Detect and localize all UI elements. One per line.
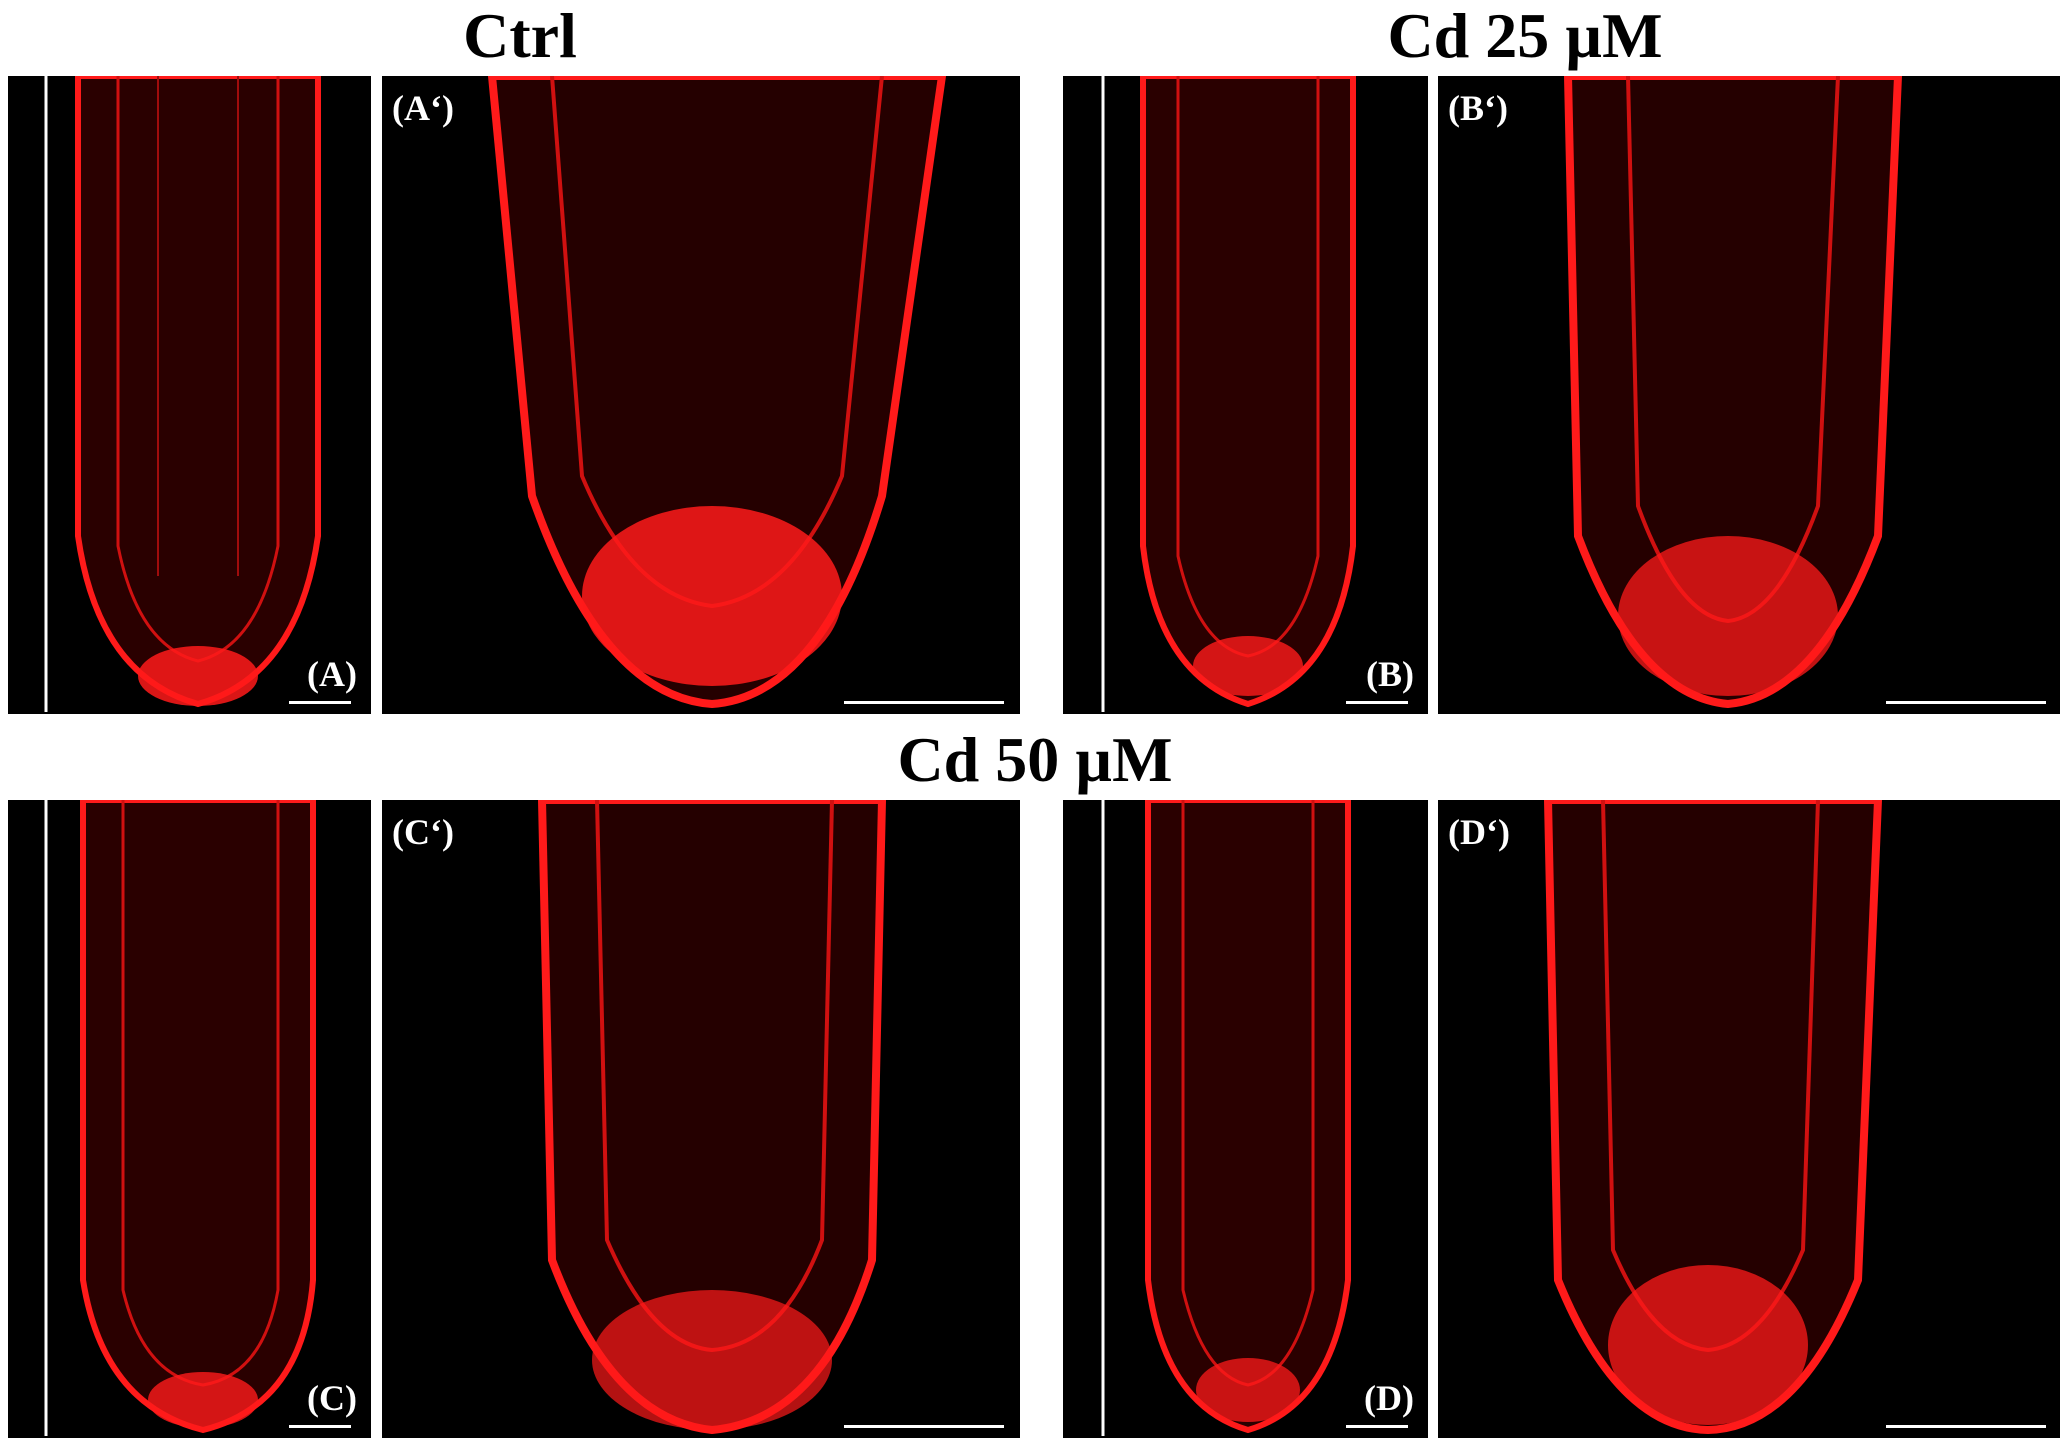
panel-a-prime: (A‘) bbox=[382, 76, 1020, 714]
panel-c: (C) bbox=[8, 800, 371, 1438]
scale-bar bbox=[1886, 701, 2046, 704]
heading-cd25: Cd 25 µM bbox=[1387, 0, 1663, 71]
panel-label-b: (B) bbox=[1366, 654, 1414, 694]
panel-label-a-prime: (A‘) bbox=[392, 88, 454, 128]
root-tip-image bbox=[487, 76, 947, 709]
scale-bar bbox=[289, 1425, 351, 1428]
root-tip-image bbox=[1101, 800, 1351, 1436]
root-tip-image bbox=[537, 800, 887, 1435]
panel-label-c: (C) bbox=[307, 1378, 357, 1418]
panel-label-a: (A) bbox=[307, 654, 357, 694]
root-tip-image bbox=[1101, 76, 1356, 712]
scale-bar bbox=[844, 1425, 1004, 1428]
panel-label-d: (D) bbox=[1364, 1378, 1414, 1418]
panel-d: (D) bbox=[1063, 800, 1428, 1438]
scale-bar bbox=[1346, 1425, 1408, 1428]
scale-bar bbox=[1346, 701, 1408, 704]
heading-cd50: Cd 50 µM bbox=[897, 724, 1173, 795]
heading-ctrl: Ctrl bbox=[463, 0, 577, 71]
root-tip-image bbox=[44, 800, 316, 1436]
panel-label-d-prime: (D‘) bbox=[1448, 812, 1510, 852]
panel-label-b-prime: (B‘) bbox=[1448, 88, 1508, 128]
panel-d-prime: (D‘) bbox=[1438, 800, 2060, 1438]
panel-b: (B) bbox=[1063, 76, 1428, 714]
root-tip-image bbox=[1563, 76, 1903, 709]
scale-bar bbox=[1886, 1425, 2046, 1428]
root-tip-image bbox=[44, 76, 321, 712]
panel-label-c-prime: (C‘) bbox=[392, 812, 454, 852]
root-tip-image bbox=[1543, 800, 1883, 1435]
panel-a: (A) bbox=[8, 76, 371, 714]
panel-b-prime: (B‘) bbox=[1438, 76, 2060, 714]
scale-bar bbox=[844, 701, 1004, 704]
scale-bar bbox=[289, 701, 351, 704]
panel-c-prime: (C‘) bbox=[382, 800, 1020, 1438]
